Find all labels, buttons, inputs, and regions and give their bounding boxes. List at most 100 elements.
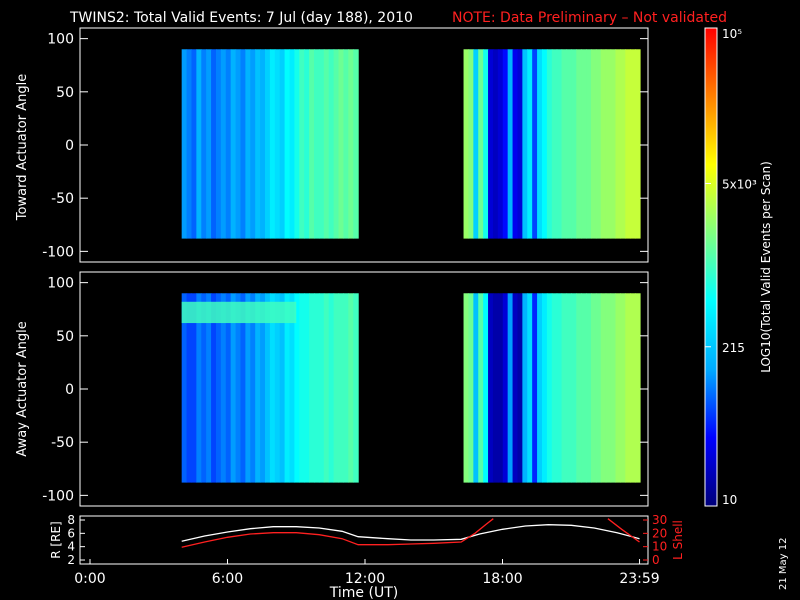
orbit-left-tick-label: 2 (67, 553, 75, 567)
heatmap-cell (215, 49, 222, 239)
heatmap-cell (206, 49, 212, 239)
heatmap-cell (328, 293, 335, 483)
heatmap-cell (502, 293, 509, 483)
heatmap-cell (314, 49, 320, 239)
heatmap-cell (201, 49, 207, 239)
colorbar-tick-label: 10 (722, 493, 737, 507)
heatmap-cell (483, 49, 489, 239)
x-axis-label: Time (UT) (329, 585, 398, 600)
heatmap-cell (630, 293, 636, 483)
heatmap-cell (522, 293, 528, 483)
heatmap-cell (299, 293, 305, 483)
heatmap-cell (625, 49, 631, 239)
orbit-left-tick-label: 6 (67, 526, 75, 540)
heatmap-cell (235, 49, 242, 239)
heatmap-cell (333, 49, 340, 239)
heatmap-cell (264, 293, 271, 483)
heatmap-cell (600, 49, 607, 239)
y-tick-label: 50 (56, 85, 74, 101)
heatmap-cell (260, 293, 266, 483)
heatmap-cell (343, 293, 349, 483)
heatmap-cell (595, 49, 602, 239)
heatmap-cell (478, 293, 484, 483)
heatmap-cell (635, 293, 641, 483)
orbit-right-tick-label: 30 (652, 513, 667, 527)
heatmap-cell (323, 49, 330, 239)
heatmap-cell (522, 49, 528, 239)
heatmap-cell (269, 49, 276, 239)
heatmap-cell (250, 49, 256, 239)
chart-title: TWINS2: Total Valid Events: 7 Jul (day 1… (69, 10, 413, 26)
heatmap-cell (318, 49, 325, 239)
heatmap-cell (328, 49, 335, 239)
l-shell-line (181, 518, 494, 548)
heatmap-cell (566, 49, 572, 239)
heatmap-cell (220, 49, 227, 239)
heatmap-cell (314, 293, 320, 483)
heatmap-cell (517, 293, 523, 483)
heatmap-cell (289, 293, 295, 483)
heatmap-cell (502, 49, 509, 239)
heatmap-cell (488, 49, 494, 239)
heatmap-cell (590, 49, 597, 239)
heatmap-cell (600, 293, 607, 483)
heatmap-cell (512, 293, 519, 483)
heatmap-cell (483, 293, 489, 483)
orbit-right-tick-label: 20 (652, 526, 667, 540)
heatmap-cell (294, 293, 300, 483)
heatmap-cell (269, 293, 276, 483)
heatmap-cell (581, 293, 587, 483)
heatmap-cell (279, 49, 286, 239)
heatmap-cell (240, 293, 246, 483)
heatmap-cell (620, 49, 626, 239)
heatmap-cell (309, 49, 315, 239)
heatmap-cell (181, 293, 188, 483)
heatmap-cell (546, 293, 553, 483)
heatmap-cell (468, 293, 474, 483)
heatmap-cell (294, 49, 300, 239)
heatmap-cell (309, 293, 315, 483)
heatmap-cell (468, 49, 474, 239)
heatmap-cell (566, 293, 572, 483)
heatmap-cell (186, 49, 193, 239)
heatmap-cell (230, 293, 237, 483)
heatmap-cell (595, 293, 602, 483)
heatmap-cell (507, 49, 514, 239)
heatmap-cell (527, 293, 533, 483)
heatmap-cell (571, 49, 577, 239)
heatmap-cell (191, 293, 197, 483)
heatmap-cell (211, 49, 217, 239)
orbit-right-label: L Shell (671, 520, 685, 560)
heatmap-cell (181, 49, 188, 239)
colorbar-tick-label: 215 (722, 341, 745, 355)
heatmap-cell (220, 293, 227, 483)
heatmap-cell (250, 293, 256, 483)
heatmap-cell (556, 49, 563, 239)
y-tick-label: 0 (65, 138, 74, 154)
heatmap-cell (537, 293, 543, 483)
heatmap-cell (537, 49, 543, 239)
heatmap-cell (225, 293, 232, 483)
heatmap-cell (541, 49, 548, 239)
heatmap-cell (264, 49, 271, 239)
heatmap-cell (255, 293, 261, 483)
x-tick-label: 6:00 (212, 571, 243, 587)
heatmap-cell (492, 49, 499, 239)
top-y-axis: 100 50 0 -50 -100 (42, 32, 648, 260)
heatmap-cell (353, 49, 359, 239)
y-tick-label: -100 (42, 244, 74, 260)
heatmap-cell (284, 49, 291, 239)
heatmap-cell (240, 49, 246, 239)
heatmap-cell (605, 293, 612, 483)
heatmap-cell (517, 49, 523, 239)
y-tick-label: 100 (47, 32, 74, 48)
heatmap-cell (620, 293, 626, 483)
x-tick-label: 0:00 (74, 571, 105, 587)
heatmap-cell (488, 293, 494, 483)
heatmap-cell (473, 49, 479, 239)
heatmap-cell (196, 49, 202, 239)
heatmap-cell (561, 49, 568, 239)
orbit-left-tick-label: 8 (67, 513, 75, 527)
